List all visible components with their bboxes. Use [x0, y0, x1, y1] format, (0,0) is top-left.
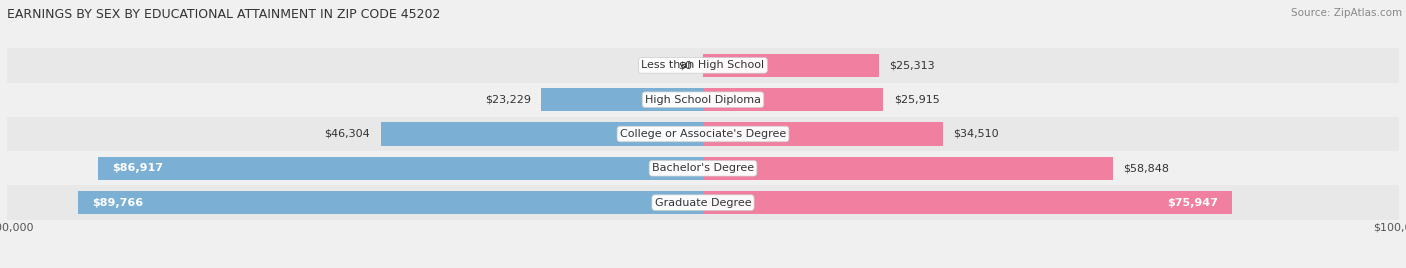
Bar — [79, 191, 703, 214]
Text: $58,848: $58,848 — [1123, 163, 1168, 173]
Text: EARNINGS BY SEX BY EDUCATIONAL ATTAINMENT IN ZIP CODE 45202: EARNINGS BY SEX BY EDUCATIONAL ATTAINMEN… — [7, 8, 440, 21]
Text: Source: ZipAtlas.com: Source: ZipAtlas.com — [1291, 8, 1402, 18]
Text: Less than High School: Less than High School — [641, 60, 765, 70]
Bar — [703, 157, 1112, 180]
Bar — [98, 157, 703, 180]
Bar — [703, 122, 943, 146]
Bar — [541, 88, 703, 111]
Text: College or Associate's Degree: College or Associate's Degree — [620, 129, 786, 139]
Text: $0: $0 — [679, 60, 693, 70]
Text: $89,766: $89,766 — [93, 198, 143, 208]
Text: $86,917: $86,917 — [112, 163, 163, 173]
Text: High School Diploma: High School Diploma — [645, 95, 761, 105]
Text: Bachelor's Degree: Bachelor's Degree — [652, 163, 754, 173]
Text: $46,304: $46,304 — [325, 129, 370, 139]
Bar — [7, 185, 1399, 220]
Text: $25,915: $25,915 — [894, 95, 939, 105]
Text: $75,947: $75,947 — [1167, 198, 1218, 208]
Text: Graduate Degree: Graduate Degree — [655, 198, 751, 208]
Bar — [7, 151, 1399, 185]
Bar — [7, 48, 1399, 83]
Bar — [7, 83, 1399, 117]
Bar — [381, 122, 703, 146]
Text: $25,313: $25,313 — [890, 60, 935, 70]
Bar — [703, 88, 883, 111]
Text: $23,229: $23,229 — [485, 95, 531, 105]
Bar — [703, 54, 879, 77]
Text: $34,510: $34,510 — [953, 129, 1000, 139]
Bar — [703, 191, 1232, 214]
Bar — [7, 117, 1399, 151]
